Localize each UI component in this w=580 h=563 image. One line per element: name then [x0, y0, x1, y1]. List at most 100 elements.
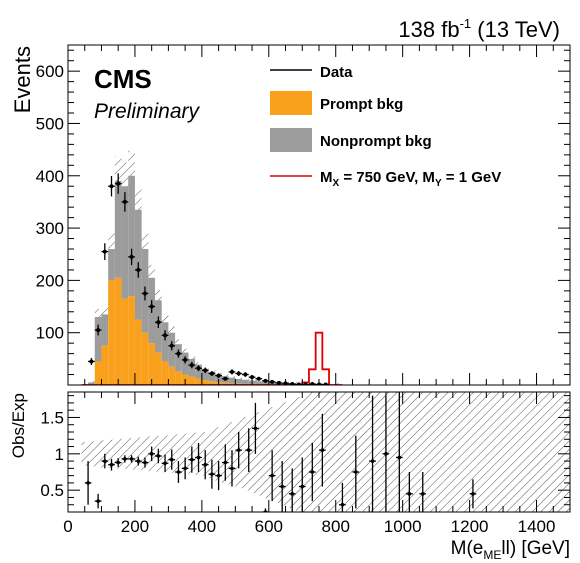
data-point — [94, 324, 102, 336]
uncertainty-bin — [335, 383, 343, 385]
uncertainty-bin — [221, 374, 229, 378]
uncertainty-bin — [255, 379, 263, 383]
x-tick-label: 600 — [255, 517, 283, 536]
status-label: Preliminary — [94, 100, 201, 123]
data-point-marker — [216, 373, 221, 378]
prompt-bar — [208, 381, 216, 385]
ratio-point — [298, 457, 306, 512]
data-point-marker — [142, 291, 147, 296]
ratio-point — [141, 457, 149, 468]
ratio-uncertainty-bin — [302, 394, 309, 512]
ratio-point — [382, 395, 390, 512]
ratio-point — [155, 448, 162, 464]
ratio-point — [84, 461, 92, 505]
ratio-point-marker — [397, 455, 402, 460]
ratio-point — [94, 493, 102, 509]
y-tick-label: 300 — [36, 219, 64, 238]
ratio-point-marker — [320, 448, 325, 452]
legend-nonprompt-swatch — [270, 128, 312, 152]
data-point-marker — [149, 304, 154, 309]
data-point-marker — [196, 366, 201, 371]
ratio-point-marker — [86, 481, 90, 485]
data-point — [308, 381, 316, 385]
ratio-point-marker — [420, 492, 425, 496]
ratio-point-marker — [163, 461, 167, 466]
data-point — [295, 382, 303, 385]
ratio-uncertainty-bin — [416, 392, 423, 512]
ratio-point-marker — [196, 455, 201, 460]
prompt-bar — [141, 332, 149, 385]
ratio-uncertainty-bin — [161, 435, 169, 473]
data-point — [262, 378, 269, 383]
nonprompt-bar — [114, 181, 122, 278]
ratio-point — [175, 461, 182, 483]
ratio-point — [395, 392, 403, 512]
ratio-point — [319, 413, 326, 487]
ratio-point — [148, 446, 156, 462]
ratio-point-marker — [103, 459, 107, 463]
data-point — [88, 357, 95, 365]
ratio-y-tick-label: 1 — [55, 445, 64, 464]
ratio-uncertainty-bin — [523, 392, 530, 512]
data-point-marker — [223, 376, 228, 381]
ratio-uncertainty-bin — [81, 441, 89, 466]
legend-nonprompt-label: Nonprompt bkg — [320, 133, 432, 150]
nonprompt-bar — [255, 381, 263, 385]
ratio-uncertainty-bin — [275, 404, 283, 504]
legend-signal-label: MX = 750 GeV, MY = 1 GeV — [320, 169, 501, 189]
ratio-point — [114, 458, 122, 467]
ratio-point — [168, 449, 176, 470]
experiment-label: CMS — [94, 64, 152, 94]
ratio-point-marker — [149, 452, 154, 456]
ratio-point — [288, 468, 296, 512]
ratio-uncertainty-bin — [141, 436, 149, 471]
x-tick-label: 800 — [322, 517, 350, 536]
uncertainty-bin — [329, 382, 336, 385]
x-tick-label: 200 — [121, 517, 149, 536]
ratio-point — [369, 395, 376, 512]
ratio-point — [308, 442, 316, 502]
ratio-uncertainty-bin — [94, 440, 102, 467]
uncertainty-bin — [175, 339, 182, 350]
ratio-uncertainty-bin — [315, 392, 323, 512]
prompt-bar — [101, 345, 109, 385]
nonprompt-bar — [242, 379, 249, 384]
ratio-uncertainty-bin — [282, 402, 289, 506]
ratio-point — [245, 428, 253, 472]
ratio-point — [181, 457, 189, 480]
nonprompt-bar — [181, 352, 189, 375]
ratio-uncertainty-bin — [402, 392, 410, 512]
data-point — [101, 243, 109, 260]
legend-data-label: Data — [320, 64, 353, 81]
data-point — [221, 376, 229, 381]
ratio-uncertainty-bin — [349, 392, 356, 512]
nonprompt-bar — [161, 322, 169, 362]
nonprompt-bar — [128, 175, 135, 297]
ratio-uncertainty-bin — [489, 392, 497, 512]
ratio-point-marker — [176, 470, 181, 474]
nonprompt-bar — [108, 249, 115, 281]
prompt-bar — [201, 380, 209, 385]
ratio-uncertainty-bin — [248, 414, 256, 494]
ratio-uncertainty-bin — [208, 429, 216, 479]
data-point-marker — [122, 199, 127, 204]
ratio-point-marker — [354, 470, 358, 474]
ratio-uncertainty-bin — [516, 392, 524, 512]
data-point — [255, 376, 263, 381]
ratio-uncertainty-bin — [476, 392, 483, 512]
ratio-uncertainty-bin — [389, 392, 396, 512]
data-point-marker — [203, 368, 208, 373]
ratio-point — [262, 508, 269, 512]
background-stack — [88, 175, 343, 385]
data-point-marker — [136, 267, 141, 272]
ratio-uncertainty-bin — [114, 439, 122, 469]
data-point-marker — [323, 382, 328, 385]
ratio-uncertainty-bin — [536, 392, 544, 512]
data-point — [208, 371, 216, 376]
ratio-point — [161, 454, 169, 472]
data-point-marker — [176, 351, 181, 356]
ratio-point — [221, 444, 229, 481]
ratio-point-marker — [123, 457, 127, 461]
data-point-marker — [163, 333, 168, 338]
ratio-point — [406, 472, 413, 512]
